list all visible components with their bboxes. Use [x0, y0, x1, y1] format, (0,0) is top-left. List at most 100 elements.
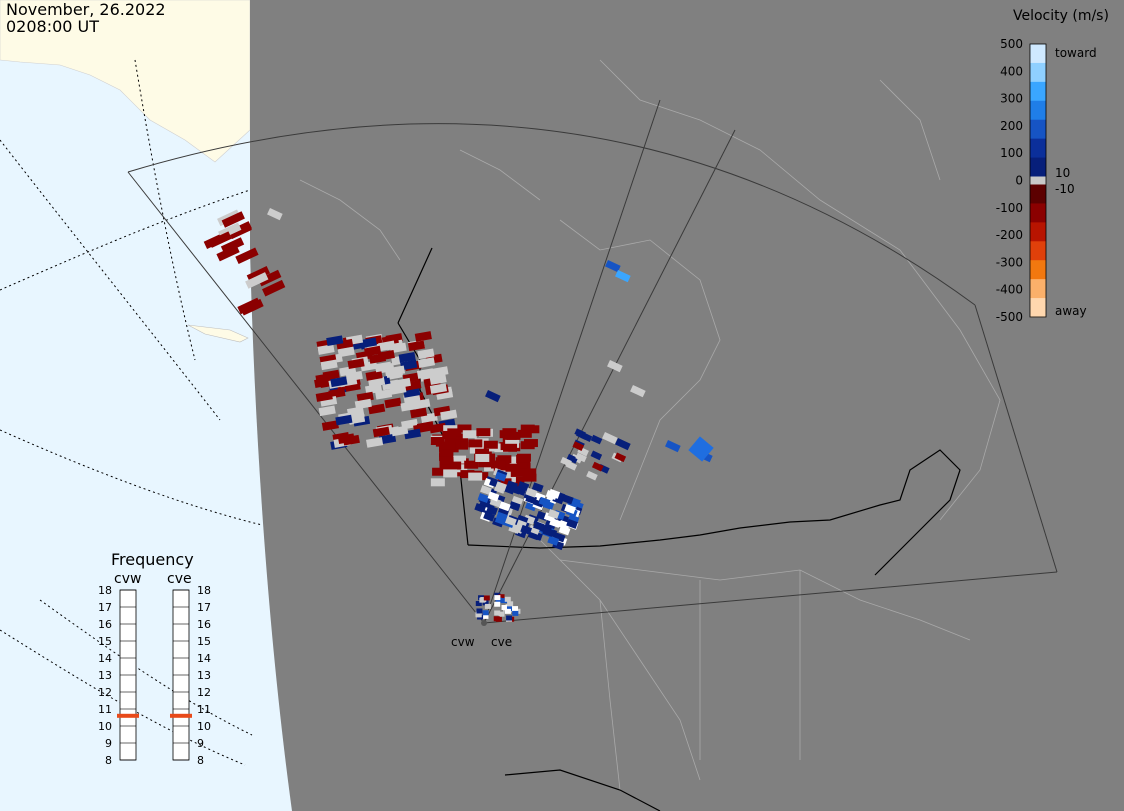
backscatter-cell: [586, 470, 598, 481]
backscatter-cell: [614, 452, 627, 463]
frequency-tick-label: 17: [197, 601, 211, 614]
backscatter-cell: [453, 433, 468, 442]
backscatter-cell: [359, 337, 377, 349]
backscatter-cell: [221, 211, 245, 228]
backscatter-cell: [432, 467, 447, 476]
backscatter-cell: [317, 344, 335, 355]
backscatter-cell: [410, 407, 428, 419]
backscatter-cell: [591, 461, 604, 472]
backscatter-cell: [542, 526, 555, 537]
backscatter-cell: [400, 359, 418, 371]
map-date: November, 26.2022: [6, 0, 166, 19]
backscatter-cluster: [203, 209, 286, 316]
backscatter-cell: [364, 383, 383, 395]
velocity-label-plus-ten: 10: [1055, 166, 1070, 180]
backscatter-cell: [482, 600, 489, 606]
backscatter-cell: [439, 464, 454, 473]
backscatter-cluster: [474, 467, 584, 551]
backscatter-cell: [457, 424, 472, 433]
backscatter-cell: [615, 270, 631, 283]
velocity-tick-label: 100: [1000, 146, 1023, 160]
backscatter-cell: [439, 451, 454, 460]
velocity-tick-label: 300: [1000, 92, 1023, 106]
backscatter-cell: [372, 426, 390, 438]
colorbar-swatch-away: [1030, 298, 1046, 318]
frequency-tick-label: 16: [98, 618, 112, 631]
backscatter-cell: [477, 493, 490, 504]
backscatter-cell: [318, 405, 336, 417]
backscatter-cell: [590, 434, 603, 445]
backscatter-cell: [267, 208, 283, 221]
colorbar-swatch-away: [1030, 260, 1046, 280]
backscatter-cell: [476, 428, 491, 437]
backscatter-cell: [494, 515, 507, 526]
backscatter-cell: [452, 455, 467, 464]
backscatter-cell: [429, 374, 447, 385]
backscatter-cell: [520, 424, 535, 433]
backscatter-cell: [387, 365, 406, 377]
backscatter-cell: [487, 491, 500, 502]
backscatter-cell: [482, 613, 489, 619]
backscatter-cell: [531, 482, 544, 493]
night-side-land: [250, 0, 1124, 811]
velocity-label-away: away: [1055, 304, 1087, 318]
backscatter-cell: [494, 610, 501, 616]
backscatter-cell: [564, 504, 576, 515]
backscatter-cell: [384, 397, 402, 409]
backscatter-cell: [504, 608, 511, 614]
backscatter-cell: [494, 601, 501, 607]
backscatter-cell: [429, 383, 448, 394]
backscatter-cell: [504, 596, 511, 602]
backscatter-cell: [630, 385, 646, 398]
backscatter-cell: [590, 450, 603, 461]
backscatter-cell: [510, 468, 525, 477]
backscatter-cell: [561, 494, 574, 505]
backscatter-cell: [262, 279, 286, 297]
backscatter-cell: [484, 603, 491, 609]
backscatter-cell: [441, 441, 456, 450]
backscatter-cell: [315, 391, 333, 402]
backscatter-cell: [475, 612, 482, 618]
backscatter-cell: [506, 431, 521, 440]
backscatter-cell: [494, 471, 507, 482]
backscatter-cell: [533, 521, 545, 532]
velocity-tick-label: -200: [996, 228, 1023, 242]
backscatter-cell: [478, 459, 493, 468]
coastlines: [299, 59, 1001, 791]
frequency-marker-cvw: [117, 713, 139, 718]
backscatter-cell: [468, 472, 483, 481]
frequency-tick-label: 18: [98, 584, 112, 597]
backscatter-cell: [615, 438, 631, 451]
velocity-tick-label: -400: [996, 283, 1023, 297]
backscatter-cell: [220, 237, 245, 254]
colorbar-swatch-away: [1030, 222, 1046, 242]
velocity-colorbar: Velocity (m/s) 500 400 300 200 100 0 -100 -200 -…: [996, 8, 1109, 324]
backscatter-cell: [400, 400, 418, 412]
backscatter-cell: [506, 615, 513, 621]
backscatter-cell: [580, 432, 593, 442]
backscatter-cell: [688, 436, 714, 462]
backscatter-cell: [548, 488, 561, 499]
backscatter-cell: [365, 370, 383, 381]
backscatter-cell: [328, 387, 346, 399]
backscatter-cluster: [314, 331, 458, 450]
backscatter-cell: [607, 360, 623, 373]
velocity-tick-label: -100: [996, 201, 1023, 215]
velocity-colorbar-swatches: [1030, 44, 1046, 318]
colorbar-swatch-toward: [1030, 62, 1046, 83]
backscatter-cell: [460, 470, 475, 479]
backscatter-cell: [512, 610, 519, 616]
frequency-tick-label: 11: [197, 703, 211, 716]
backscatter-cell: [508, 501, 521, 512]
backscatter-cell: [442, 430, 457, 439]
backscatter-cell: [605, 260, 621, 273]
backscatter-cell: [414, 331, 432, 342]
frequency-tick-label: 14: [197, 652, 211, 665]
backscatter-cell: [498, 611, 505, 617]
frequency-tick-label: 12: [98, 686, 112, 699]
radar-site-marker[interactable]: [481, 620, 487, 626]
backscatter-cell: [507, 601, 514, 607]
daylight-land-peninsula: [187, 324, 249, 343]
